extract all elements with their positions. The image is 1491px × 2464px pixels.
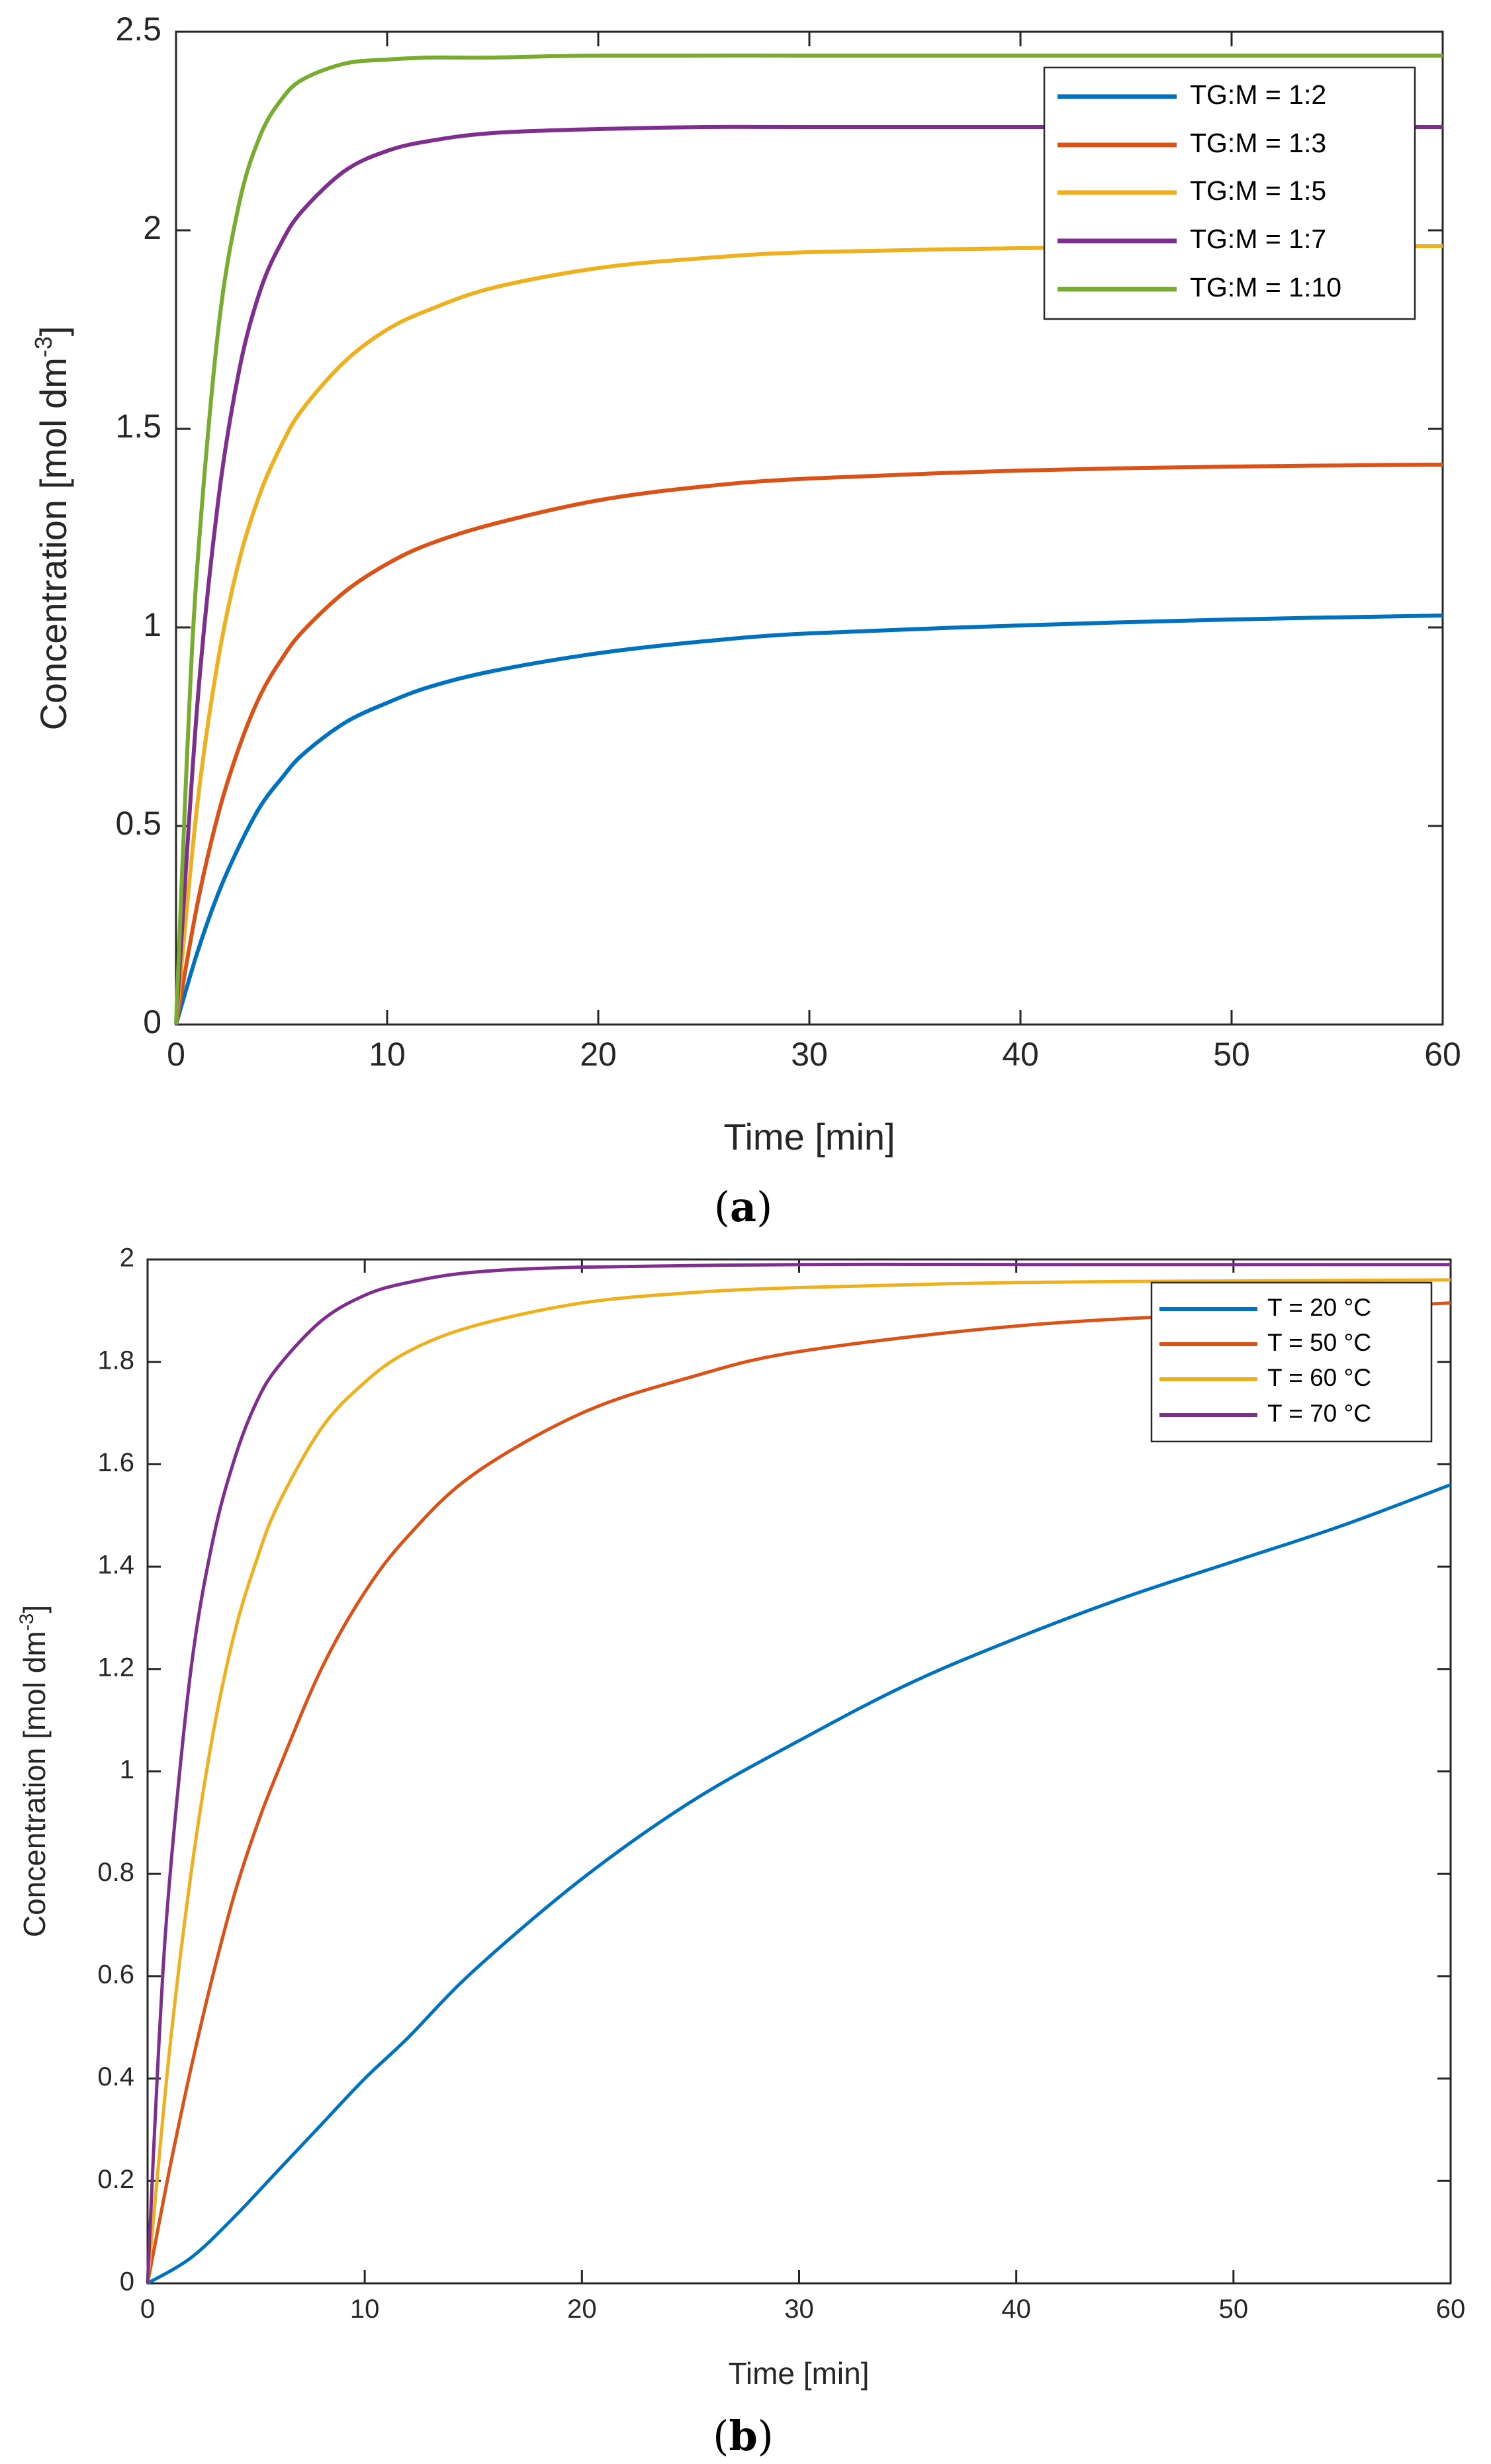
panel-a-y-axis-label-main: Concentration [mol dm [32, 357, 74, 730]
panel-b-caption-close: ) [758, 2412, 774, 2460]
panel-a-ticks: 0 10 20 30 40 50 60 0 0.5 1 1.5 2 2.5 [115, 11, 1461, 1073]
legend-b-label-4: T = 70 °C [1267, 1400, 1371, 1427]
panel-a-y-axis-label-close: ] [32, 326, 74, 337]
panel-a-legend: TG:M = 1:2 TG:M = 1:3 TG:M = 1:5 TG:M = … [1043, 66, 1416, 320]
legend-a-label-5: TG:M = 1:10 [1190, 272, 1341, 302]
panel-b-caption: (b) [713, 2412, 774, 2460]
panel-b-y-tick-label: 1.6 [97, 1448, 134, 1477]
legend-b-label-3: T = 60 °C [1267, 1364, 1371, 1391]
panel-a-series-line-5 [174, 53, 1443, 1025]
panel-a-y-tick-label: 2.5 [115, 11, 161, 48]
panel-b-y-tick-label: 0.2 [97, 2165, 134, 2194]
panel-a-x-tick-label: 30 [791, 1036, 828, 1073]
panel-b-y-tick-label: 1 [120, 1755, 134, 1784]
legend-b-label-1: T = 20 °C [1267, 1294, 1371, 1321]
legend-a-label-4: TG:M = 1:7 [1190, 224, 1326, 254]
panel-b-y-axis-label-sup: -3 [16, 1614, 38, 1631]
panel-b-series-line-4 [146, 1262, 1451, 2284]
panel-b-series-line-3 [146, 1278, 1451, 2284]
panel-b-y-axis-label-main: Concentration [mol dm [17, 1631, 52, 1937]
panel-b-x-tick-label: 50 [1219, 2295, 1249, 2324]
panel-a-x-tick-label: 10 [369, 1036, 406, 1073]
panel-b-caption-open: ( [713, 2412, 729, 2460]
legend-b-label-2: T = 50 °C [1267, 1329, 1371, 1356]
panel-a-caption: (a) [714, 1183, 773, 1231]
panel-b-y-tick-label: 0.8 [97, 1858, 134, 1887]
panel-a: 0 10 20 30 40 50 60 0 0.5 1 1.5 2 2.5 TG:M = 1:2 TG:… [30, 11, 1461, 1231]
panel-a-x-tick-label: 0 [167, 1036, 185, 1073]
panel-a-y-tick-label: 1.5 [115, 408, 161, 445]
panel-a-y-axis-label: Concentration [mol dm-3] [30, 326, 74, 731]
panel-b-y-tick-label: 0 [120, 2267, 134, 2297]
panel-b-caption-letter: b [729, 2412, 757, 2460]
panel-a-series-line-1 [174, 614, 1443, 1025]
panel-b-legend: T = 20 °C T = 50 °C T = 60 °C T = 70 °C [1150, 1281, 1433, 1443]
panel-a-y-tick-label: 1 [143, 606, 161, 643]
panel-b-y-axis-label: Concentration [mol dm-3] [16, 1605, 52, 1937]
panel-a-y-axis-label-sup: -3 [30, 336, 57, 357]
panel-a-x-tick-label: 60 [1424, 1036, 1461, 1073]
panel-b-y-tick-label: 2 [120, 1244, 134, 1273]
panel-b-y-tick-label: 0.4 [97, 2062, 134, 2091]
panel-b-x-tick-label: 20 [567, 2295, 597, 2324]
panel-b-x-tick-label: 10 [350, 2295, 380, 2324]
panel-a-series-line-2 [174, 463, 1443, 1025]
panel-b-y-axis-label-close: ] [17, 1605, 52, 1614]
panel-a-y-tick-label: 0 [143, 1003, 161, 1040]
legend-a-label-3: TG:M = 1:5 [1190, 175, 1326, 206]
panel-a-caption-open: ( [714, 1183, 730, 1231]
panel-b-y-tick-label: 1.8 [97, 1346, 134, 1375]
panel-a-y-tick-label: 0.5 [115, 805, 161, 842]
panel-b: 0 10 20 30 40 50 60 0 0.2 0.4 0.6 0.8 1 1.2 1.4 1.6 1.8 2… [16, 1244, 1465, 2460]
panel-a-x-tick-label: 50 [1213, 1036, 1250, 1073]
panel-b-y-tick-label: 0.6 [97, 1960, 134, 1989]
panel-b-series-line-1 [146, 1483, 1451, 2285]
panel-a-y-tick-label: 2 [143, 209, 161, 246]
panel-a-series-line-4 [174, 124, 1443, 1025]
panel-a-x-tick-label: 20 [580, 1036, 617, 1073]
panel-b-ticks: 0 10 20 30 40 50 60 0 0.2 0.4 0.6 0.8 1 1.2 1.4 1.6 1.8 2 [97, 1244, 1465, 2324]
panel-b-y-tick-label: 1.2 [97, 1653, 134, 1682]
panel-a-caption-close: ) [756, 1183, 772, 1231]
panel-a-caption-letter: a [730, 1183, 756, 1231]
panel-b-y-tick-label: 1.4 [97, 1551, 134, 1580]
panel-b-x-axis-label: Time [min] [729, 2356, 870, 2391]
panel-a-series [174, 53, 1443, 1025]
panel-b-series [146, 1262, 1451, 2285]
panel-a-x-axis-label: Time [min] [723, 1116, 895, 1158]
legend-a-label-2: TG:M = 1:3 [1190, 128, 1326, 158]
panel-a-series-line-3 [174, 244, 1443, 1025]
panel-b-x-tick-label: 40 [1001, 2295, 1031, 2324]
panel-b-x-tick-label: 60 [1436, 2295, 1466, 2324]
panel-a-x-tick-label: 40 [1002, 1036, 1039, 1073]
panel-b-series-line-2 [146, 1301, 1451, 2284]
legend-a-label-1: TG:M = 1:2 [1190, 79, 1326, 110]
panel-b-x-tick-label: 0 [140, 2295, 155, 2324]
panel-b-x-tick-label: 30 [784, 2295, 814, 2324]
